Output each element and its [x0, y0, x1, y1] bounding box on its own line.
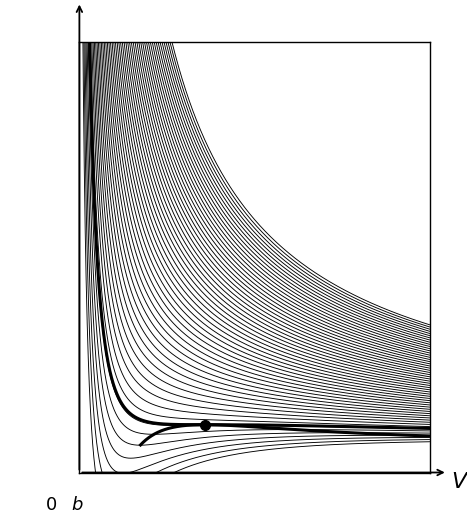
Text: 0: 0: [46, 496, 57, 514]
Text: V: V: [452, 471, 467, 491]
Text: b: b: [72, 496, 83, 514]
